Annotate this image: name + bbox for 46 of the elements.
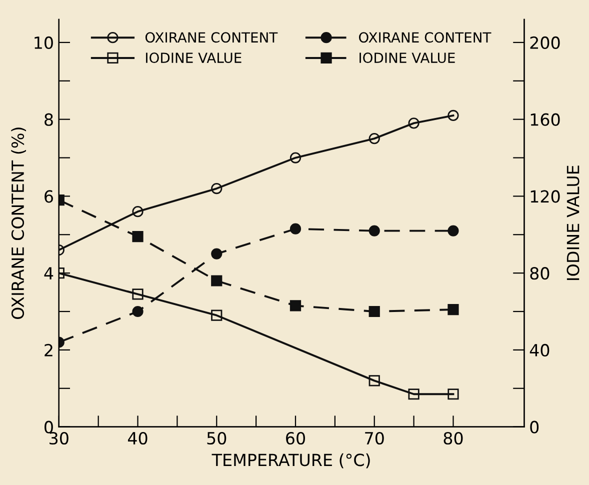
y-axis-title: OXIRANE CONTENT (%) [11,128,26,320]
legend-label: OXIRANE CONTENT [145,32,278,43]
y2-tick-label: 160 [530,113,560,126]
legend-label: OXIRANE CONTENT [359,32,492,43]
point [368,375,380,386]
point [408,118,420,129]
point [132,306,144,318]
y2-tick-label: 80 [530,267,550,280]
point [368,225,380,236]
y-tick-label: 8 [44,113,53,126]
y2-tick-label: 120 [530,190,560,203]
y2-axis-title: IODINE VALUE [566,166,580,280]
x-tick-label: 30 [50,432,68,445]
legend-label: IODINE VALUE [360,52,455,64]
y2-tick-label: 0 [530,420,539,434]
point [368,132,380,144]
point [448,110,459,122]
x-tick-label: 40 [128,432,148,445]
point [211,275,222,286]
x-tick-label: 70 [365,432,384,445]
x-tick-label: 60 [286,432,305,445]
x-axis-title: TEMPERATURE (°C) [212,453,370,468]
point [132,206,144,218]
point [132,230,144,242]
point [448,304,459,316]
point [211,310,222,321]
point [368,306,380,318]
x-tick-label: 50 [207,432,226,445]
y-tick-label: 4 [44,267,54,280]
y-tick-label: 2 [44,344,52,356]
point [448,225,459,236]
point [290,300,302,312]
y-tick-label: 10 [34,36,53,50]
point [290,223,302,234]
point [448,388,459,400]
y2-tick-label: 40 [530,344,550,356]
x-tick-label: 80 [444,432,463,445]
point [211,248,222,260]
y2-tick-label: 200 [530,36,560,50]
point [132,288,144,300]
y-tick-label: 6 [44,190,53,203]
y-tick-label: 0 [44,420,53,434]
point [408,388,420,400]
legend-label: IODINE VALUE [146,52,242,64]
point [290,152,302,164]
point [211,182,222,194]
